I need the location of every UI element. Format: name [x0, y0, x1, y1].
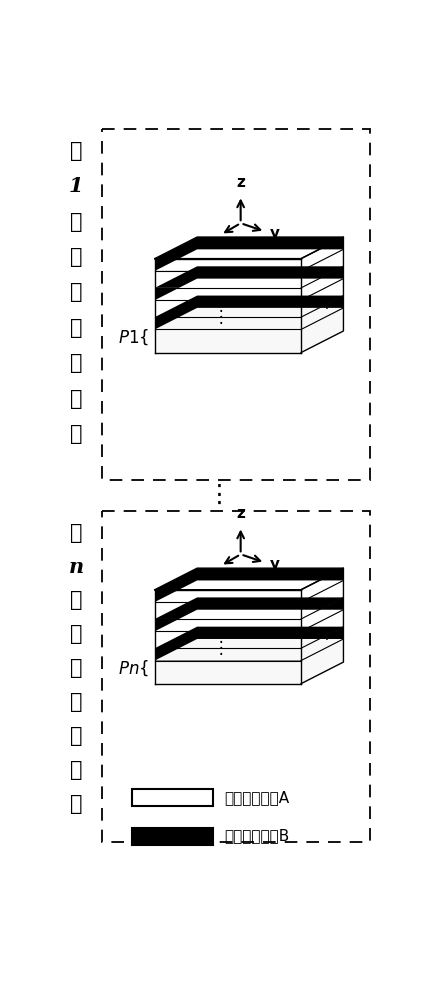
Polygon shape	[301, 597, 344, 631]
Polygon shape	[155, 648, 301, 661]
Polygon shape	[155, 627, 344, 648]
Text: ⋮: ⋮	[320, 297, 333, 311]
Text: 平: 平	[70, 692, 82, 712]
Polygon shape	[155, 602, 301, 619]
Text: 周: 周	[70, 624, 82, 644]
Polygon shape	[301, 308, 344, 353]
Text: 周: 周	[70, 247, 82, 267]
Text: 结: 结	[70, 389, 82, 409]
Bar	[103, 129, 370, 480]
Text: $Pn\{$: $Pn\{$	[118, 658, 148, 678]
Polygon shape	[155, 610, 344, 631]
Text: $P1\{$: $P1\{$	[118, 327, 148, 347]
Polygon shape	[155, 237, 344, 259]
Polygon shape	[155, 279, 344, 300]
Text: 板: 板	[70, 726, 82, 746]
Text: 等效电磁媒质B: 等效电磁媒质B	[224, 829, 289, 844]
Polygon shape	[155, 296, 344, 317]
Text: 等效电磁媒质A: 等效电磁媒质A	[224, 790, 289, 805]
Polygon shape	[301, 610, 344, 648]
Polygon shape	[155, 580, 344, 602]
Polygon shape	[155, 300, 301, 317]
Text: 个: 个	[70, 212, 82, 232]
Polygon shape	[155, 288, 301, 300]
Text: ⋮: ⋮	[207, 483, 232, 507]
Polygon shape	[155, 329, 301, 353]
Polygon shape	[155, 619, 301, 631]
Text: y: y	[270, 557, 280, 572]
Polygon shape	[155, 271, 301, 288]
Polygon shape	[155, 639, 344, 661]
Text: y: y	[270, 226, 280, 241]
Bar	[132, 789, 212, 806]
Bar	[132, 828, 212, 845]
Text: z: z	[236, 175, 245, 190]
Polygon shape	[155, 259, 301, 271]
Text: 个: 个	[70, 590, 82, 610]
Polygon shape	[301, 266, 344, 300]
Text: ⋮: ⋮	[212, 308, 229, 326]
Text: x: x	[205, 237, 215, 252]
Polygon shape	[301, 296, 344, 329]
Polygon shape	[155, 661, 301, 684]
Text: z: z	[236, 506, 245, 521]
Polygon shape	[155, 317, 301, 329]
Text: 构: 构	[70, 794, 82, 814]
Text: ⋮: ⋮	[320, 628, 333, 642]
Polygon shape	[155, 568, 344, 590]
Polygon shape	[301, 639, 344, 684]
Text: 平: 平	[70, 318, 82, 338]
Text: 期: 期	[70, 658, 82, 678]
Text: x: x	[205, 568, 215, 583]
Polygon shape	[301, 568, 344, 602]
Text: ⋮: ⋮	[212, 639, 229, 657]
Polygon shape	[301, 580, 344, 619]
Text: 期: 期	[70, 282, 82, 302]
Text: 1: 1	[69, 176, 84, 196]
Polygon shape	[301, 237, 344, 271]
Polygon shape	[155, 308, 344, 329]
Polygon shape	[155, 249, 344, 271]
Polygon shape	[155, 266, 344, 288]
Bar	[103, 511, 370, 842]
Polygon shape	[155, 590, 301, 602]
Polygon shape	[155, 631, 301, 648]
Polygon shape	[301, 627, 344, 661]
Text: 第: 第	[70, 523, 82, 543]
Text: 结: 结	[70, 760, 82, 780]
Text: 板: 板	[70, 353, 82, 373]
Polygon shape	[301, 279, 344, 317]
Text: 第: 第	[70, 141, 82, 161]
Text: n: n	[69, 557, 84, 577]
Text: 构: 构	[70, 424, 82, 444]
Polygon shape	[301, 249, 344, 288]
Polygon shape	[155, 597, 344, 619]
